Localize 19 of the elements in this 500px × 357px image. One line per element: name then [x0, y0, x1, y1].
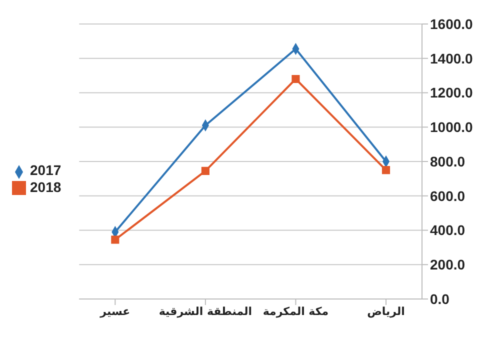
- y-tick-label: 1000.0: [430, 119, 474, 136]
- y-tick-label: 1200.0: [430, 84, 474, 101]
- x-tick-label: الرياض: [367, 304, 405, 318]
- y-tick-label: 400.0: [430, 222, 466, 238]
- point: [382, 166, 390, 174]
- y-tick-label: 1600.0: [430, 16, 474, 32]
- y-tick-label: 1400.0: [430, 50, 474, 66]
- x-tick-label: عسير: [99, 304, 130, 318]
- point: [292, 74, 300, 84]
- x-tick-label: مكة المكرمة: [262, 304, 329, 318]
- y-tick-label: 0.0: [430, 290, 450, 307]
- legend-label: 2018: [30, 178, 62, 194]
- y-tick-label: 600.0: [430, 188, 466, 204]
- x-tick-label: المنطقة الشرقية: [158, 304, 252, 318]
- point: [201, 166, 210, 175]
- point: [111, 236, 120, 244]
- y-tick-label: 800.0: [430, 153, 466, 170]
- y-tick-label: 200.0: [430, 256, 466, 273]
- legend-label: 2017: [30, 162, 62, 178]
